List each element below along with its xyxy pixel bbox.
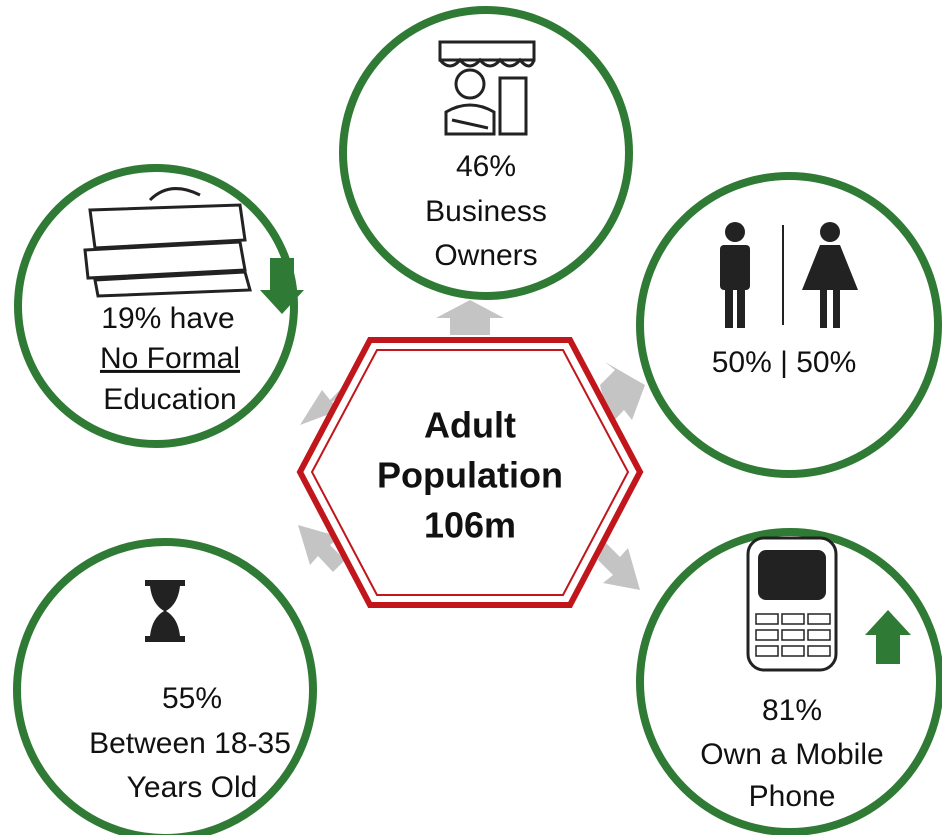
center-line: Population bbox=[377, 455, 563, 496]
circle bbox=[640, 176, 938, 474]
arrow-right-down bbox=[598, 542, 640, 590]
arrow-up bbox=[436, 300, 504, 335]
stat-line: Owners bbox=[434, 239, 537, 272]
stat-line: No Formal bbox=[100, 342, 240, 375]
infographic: Adult Population 106m 46% Business Owner… bbox=[0, 0, 942, 835]
stat-line: Years Old bbox=[127, 771, 258, 804]
stat-line: 46% bbox=[456, 150, 516, 183]
stat-line: 19% have bbox=[101, 302, 234, 335]
page: {"center": {"lines": ["Adult", "Populati… bbox=[0, 0, 942, 835]
stat-line: Between 18-35 bbox=[89, 727, 291, 760]
stat-line: 50% | 50% bbox=[712, 346, 857, 379]
stat-line: Own a Mobile bbox=[700, 738, 883, 771]
center-line: 106m bbox=[424, 505, 516, 546]
stat-line: 81% bbox=[762, 694, 822, 727]
stat-line: 55% bbox=[162, 682, 222, 715]
stat-line: Phone bbox=[749, 780, 836, 813]
stat-line: Business bbox=[425, 195, 547, 228]
stat-line: Education bbox=[103, 383, 236, 416]
center-line: Adult bbox=[424, 405, 516, 446]
